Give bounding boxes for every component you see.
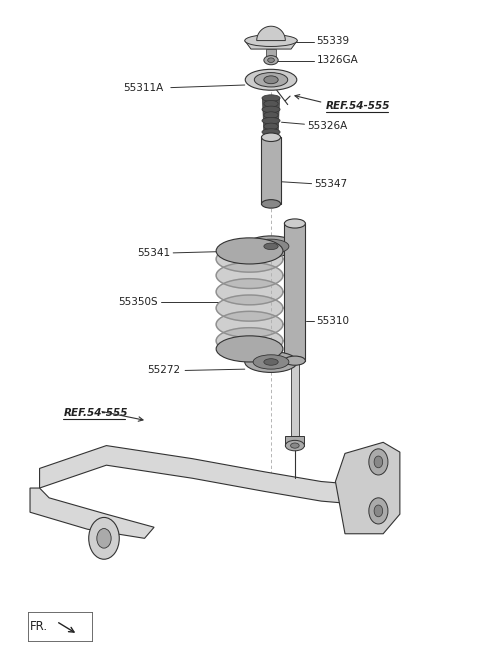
Ellipse shape xyxy=(264,112,278,118)
Polygon shape xyxy=(336,442,400,534)
Polygon shape xyxy=(285,436,304,445)
Text: 55339: 55339 xyxy=(316,35,349,45)
Polygon shape xyxy=(216,262,283,289)
Circle shape xyxy=(374,505,383,517)
Polygon shape xyxy=(245,41,297,49)
Ellipse shape xyxy=(290,443,299,448)
Ellipse shape xyxy=(254,73,288,87)
Polygon shape xyxy=(216,279,283,305)
Text: 55341: 55341 xyxy=(137,248,170,258)
Ellipse shape xyxy=(262,117,280,124)
Ellipse shape xyxy=(216,238,283,264)
Ellipse shape xyxy=(253,355,289,369)
Ellipse shape xyxy=(262,133,281,142)
Ellipse shape xyxy=(268,58,275,62)
Text: 55347: 55347 xyxy=(314,179,347,190)
Ellipse shape xyxy=(284,356,305,365)
Ellipse shape xyxy=(245,35,297,47)
Ellipse shape xyxy=(264,243,278,250)
Polygon shape xyxy=(262,137,281,204)
Circle shape xyxy=(97,529,111,548)
Circle shape xyxy=(369,449,388,475)
Polygon shape xyxy=(216,246,283,272)
Polygon shape xyxy=(216,328,283,354)
Text: 55350S: 55350S xyxy=(118,297,158,307)
Ellipse shape xyxy=(262,199,281,208)
Text: 55326A: 55326A xyxy=(307,121,347,131)
Polygon shape xyxy=(284,224,305,361)
Polygon shape xyxy=(257,26,285,41)
Ellipse shape xyxy=(264,100,278,107)
Ellipse shape xyxy=(264,359,278,365)
Text: REF.54-555: REF.54-555 xyxy=(326,101,390,111)
Text: REF.54-555: REF.54-555 xyxy=(63,408,128,418)
Text: 55272: 55272 xyxy=(147,365,180,375)
Ellipse shape xyxy=(262,129,280,135)
Polygon shape xyxy=(290,361,299,436)
Text: 55311A: 55311A xyxy=(123,83,163,92)
Ellipse shape xyxy=(284,219,305,228)
Circle shape xyxy=(374,456,383,468)
Ellipse shape xyxy=(285,440,304,451)
Ellipse shape xyxy=(216,336,283,362)
Polygon shape xyxy=(39,445,369,504)
Ellipse shape xyxy=(253,239,289,253)
Text: 1326GA: 1326GA xyxy=(316,55,358,65)
Ellipse shape xyxy=(262,106,280,113)
Ellipse shape xyxy=(245,236,297,256)
Polygon shape xyxy=(216,312,283,337)
Ellipse shape xyxy=(245,70,297,91)
Text: FR.: FR. xyxy=(30,620,48,633)
Circle shape xyxy=(89,518,119,560)
Ellipse shape xyxy=(245,352,297,373)
Ellipse shape xyxy=(264,56,278,65)
Polygon shape xyxy=(216,295,283,321)
Ellipse shape xyxy=(264,123,278,130)
Text: 55310: 55310 xyxy=(316,316,349,327)
Ellipse shape xyxy=(264,76,278,84)
Polygon shape xyxy=(263,98,280,132)
Circle shape xyxy=(369,498,388,524)
Ellipse shape xyxy=(262,95,280,101)
Polygon shape xyxy=(266,49,276,57)
Polygon shape xyxy=(30,488,154,539)
